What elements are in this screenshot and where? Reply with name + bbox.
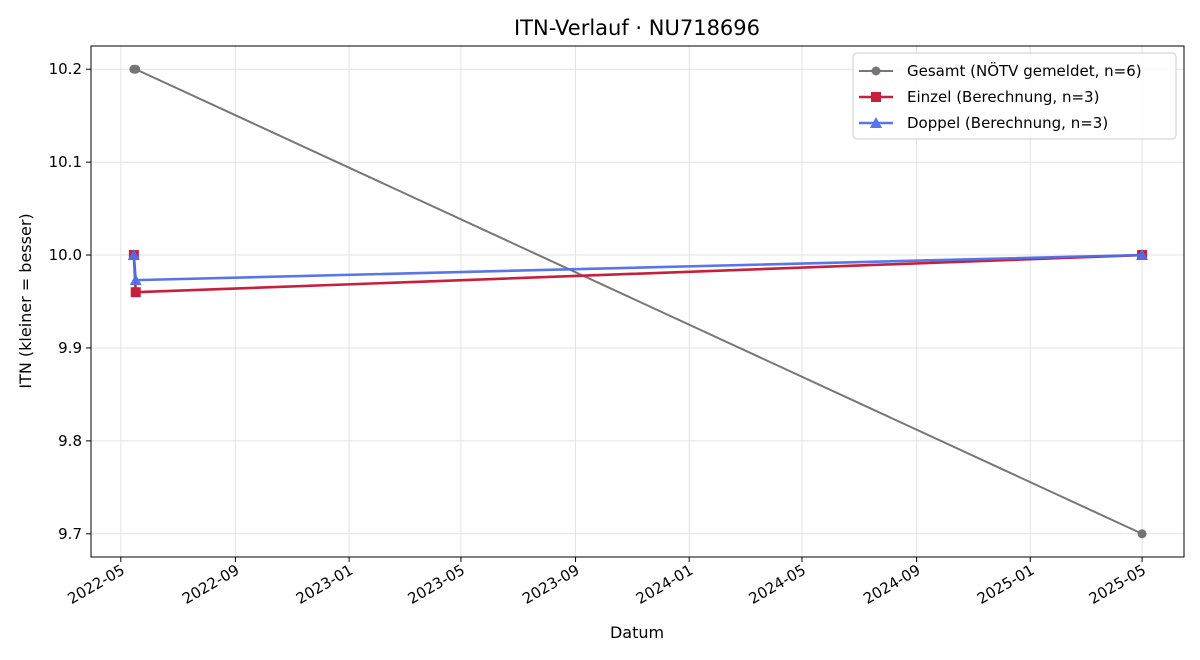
y-tick-label: 9.9 (58, 339, 82, 357)
legend-label: Doppel (Berechnung, n=3) (907, 114, 1108, 132)
legend-marker (870, 117, 882, 128)
y-tick-label: 10.1 (49, 153, 82, 171)
x-tick-label: 2024-01 (633, 561, 696, 608)
series-circle (129, 64, 1147, 539)
y-tick-label: 9.7 (58, 525, 82, 543)
x-tick-label: 2022-05 (65, 561, 128, 608)
x-tick-label: 2023-09 (519, 561, 582, 608)
series-triangle (127, 249, 1149, 286)
data-point (1137, 529, 1147, 539)
data-point (129, 274, 142, 286)
y-axis-title: ITN (kleiner = besser) (16, 213, 35, 388)
legend: Gesamt (NÖTV gemeldet, n=6) Einzel (Berec… (852, 52, 1177, 140)
data-point (1136, 249, 1149, 261)
x-axis-ticks: 2022-05 2022-09 2023-01 2023-05 2023-09 2024-… (65, 557, 1149, 608)
legend-entry (859, 66, 893, 76)
legend-entry (859, 117, 893, 128)
x-tick-label: 2025-01 (974, 561, 1037, 608)
y-tick-label: 10.0 (49, 246, 82, 264)
legend-label: Gesamt (NÖTV gemeldet, n=6) (907, 61, 1142, 80)
x-axis-title: Datum (610, 623, 664, 642)
legend-marker (871, 66, 881, 76)
series-line (132, 253, 1143, 294)
series-line (132, 253, 1143, 282)
legend-label: Einzel (Berechnung, n=3) (907, 88, 1099, 106)
y-axis-ticks: 9.7 9.8 9.9 10.0 10.1 10.2 (49, 60, 91, 543)
grid-lines (91, 46, 1184, 557)
y-tick-label: 9.8 (58, 432, 82, 450)
x-tick-label: 2024-05 (746, 561, 809, 608)
series-layer (127, 64, 1149, 539)
plot-frame (90, 45, 1185, 558)
data-point (131, 64, 141, 74)
data-point (130, 287, 141, 298)
data-point (127, 249, 140, 261)
y-tick-label: 10.2 (49, 60, 82, 78)
x-tick-label: 2024-09 (860, 561, 923, 608)
x-tick-label: 2025-05 (1086, 561, 1149, 608)
chart-title: ITN-Verlauf · NU718696 (514, 16, 760, 40)
x-tick-label: 2023-05 (405, 561, 468, 608)
legend-box (852, 52, 1177, 140)
x-tick-label: 2022-09 (179, 561, 242, 608)
x-tick-label: 2023-01 (293, 561, 356, 608)
legend-entry (859, 92, 893, 102)
series-square (128, 250, 1148, 298)
legend-marker (871, 92, 881, 102)
